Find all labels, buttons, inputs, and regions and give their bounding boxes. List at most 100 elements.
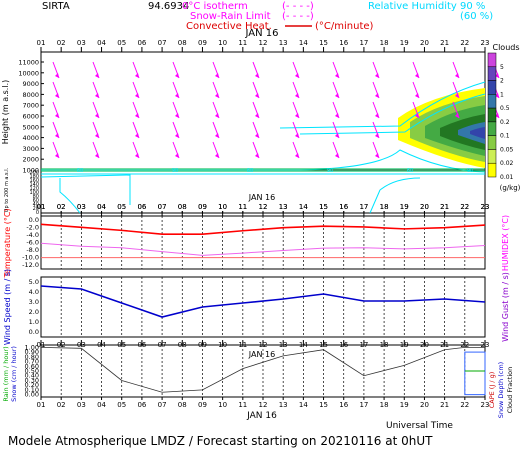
precip-ytick-5: 0.50 [25, 367, 39, 375]
wind-arrow-head-6-2 [295, 113, 299, 118]
precip-ytick-1: 0.90 [25, 348, 39, 356]
wind-arrow-head-10-0 [455, 73, 459, 78]
wind-arrow-head-10-1 [455, 93, 459, 98]
cloudfraction-ylabel: Cloud Fraction [506, 367, 514, 414]
snowrain-legend-dash: (- - - -) [282, 11, 314, 22]
clouds-bottom-hour-label-03: 03 [77, 203, 86, 211]
clouds-bottom-hour-label-11: 11 [238, 203, 247, 211]
temp-hour-label-20: 20 [420, 203, 429, 211]
snow-ylabel: Snow (cm / hour) [10, 346, 18, 402]
precip-ytick-4: 0.60 [25, 362, 39, 370]
precip-ytick-8: 0.20 [25, 381, 39, 389]
clouds-top-hour-label-11: 11 [238, 39, 247, 47]
precip-bottom-hour-label-09: 09 [198, 401, 207, 409]
wind-arrow-head-8-2 [375, 113, 379, 118]
clouds-ytick-8000: 8000 [22, 91, 39, 99]
clouds-bottom-hour-label-16: 16 [339, 203, 348, 211]
clouds-ytick-5000: 5000 [22, 123, 39, 131]
precip-bottom-hour-label-17: 17 [359, 401, 368, 409]
universal-time-label: Universal Time [386, 421, 453, 431]
wind-arrow-head-9-0 [415, 73, 419, 78]
clouds-top-hour-label-17: 17 [359, 39, 368, 47]
wind-arrow-head-4-2 [215, 113, 219, 118]
convective-legend-unit: (°C/minute) [315, 21, 374, 32]
snowrain-legend: Snow-Rain Limit [190, 11, 271, 22]
wind-arrow-head-6-0 [295, 73, 299, 78]
wind-arrow-head-7-2 [335, 113, 339, 118]
colorbar-title: Clouds [492, 43, 519, 52]
wind-arrow-head-6-3 [295, 133, 299, 138]
cape-ylabel: CAPE (J / g) [488, 372, 496, 409]
precip-bottom-hour-label-06: 06 [137, 401, 146, 409]
wind-ytick-2: 3.0 [29, 298, 39, 306]
clouds-top-hour-label-12: 12 [259, 39, 268, 47]
wind-arrow-head-4-1 [215, 93, 219, 98]
clouds-ytick-7000: 7000 [22, 102, 39, 110]
date-label-precip: JAN 16 [248, 350, 275, 359]
precip-bottom-hour-label-10: 10 [218, 401, 227, 409]
clouds-panel: 01 02 03 04 05 06 07 08 09 10 11 12 13 14 15 16 17 18 19 20… [1, 39, 521, 216]
wind-arrow-head-4-3 [215, 133, 219, 138]
precip-ytick-7: 0.30 [25, 376, 39, 384]
precip-ytick-6: 0.40 [25, 372, 39, 380]
precip-bottom-hour-label-07: 07 [158, 401, 167, 409]
temp-ytick-5: -10.0 [22, 254, 39, 262]
wind-arrow-head-2-0 [135, 73, 139, 78]
wind-arrow-head-11-0 [495, 73, 499, 78]
date-label-top: JAN 16 [245, 28, 279, 39]
rh-contour-low-b [59, 178, 81, 214]
clouds-top-hour-label-16: 16 [339, 39, 348, 47]
clouds-top-hour-label-21: 21 [440, 39, 449, 47]
precip-bottom-hour-label-02: 02 [57, 401, 66, 409]
clouds-lower-ytick-0: 0 [36, 210, 39, 216]
snowdepth-ylabel: Snow Depth (cm) [497, 362, 505, 418]
rh-contour-label-5: 90 [467, 168, 473, 174]
temp-hour-label-15: 15 [319, 203, 328, 211]
colorbar-swatch-3 [487, 121, 497, 136]
precip-bottom-hour-label-22: 22 [460, 401, 469, 409]
clouds-ytick-3000: 3000 [22, 145, 39, 153]
temp-hour-label-11: 11 [238, 203, 247, 211]
clouds-bottom-hour-label-13: 13 [279, 203, 288, 211]
colorbar-swatch-7 [487, 66, 497, 81]
clouds-top-hour-label-08: 08 [178, 39, 187, 47]
clouds-bottom-hour-label-18: 18 [380, 203, 389, 211]
clouds-top-hour-label-07: 07 [158, 39, 167, 47]
wind-arrow-head-7-1 [335, 93, 339, 98]
snow-depth-bar [464, 351, 486, 396]
wind-series-0 [40, 285, 486, 318]
clouds-ytick-11000: 11000 [18, 59, 39, 67]
temp-hour-label-23: 23 [481, 203, 490, 211]
temp-hour-label-22: 22 [460, 203, 469, 211]
clouds-top-hour-label-20: 20 [420, 39, 429, 47]
wind-arrow-head-7-3 [335, 133, 339, 138]
wind-arrow-head-1-3 [95, 133, 99, 138]
wind-arrow-head-1-0 [95, 73, 99, 78]
clouds-lower-ytick-60: 60 [33, 198, 39, 204]
header: SIRTA 94.6934 0°C isotherm (- - - -) Sno… [42, 1, 493, 39]
clouds-top-hour-label-19: 19 [400, 39, 409, 47]
clouds-top-hour-label-06: 06 [137, 39, 146, 47]
wind-arrow-head-5-1 [255, 93, 259, 98]
colorbar-swatch-0 [487, 162, 497, 178]
rain-ylabel: Rain (mm / hour) [2, 346, 10, 401]
wind-arrow-head-0-1 [55, 93, 59, 98]
colorbar-swatch-4 [487, 107, 497, 123]
clouds-ytick-4000: 4000 [22, 134, 39, 142]
colorbar-level-5: 0.5 [500, 105, 510, 112]
rh-contour-label-4: 60 [407, 168, 413, 174]
clouds-lower-ytick-200: 200 [29, 170, 39, 176]
clouds-bottom-hour-label-17: 17 [359, 203, 368, 211]
precip-bottom-hour-label-20: 20 [420, 401, 429, 409]
wind-ytick-1: 4.0 [29, 288, 39, 296]
precip-bottom-hour-label-01: 01 [37, 401, 46, 409]
precip-bottom-hour-label-16: 16 [339, 401, 348, 409]
clouds-bottom-hour-label-22: 22 [460, 203, 469, 211]
rh-contour-label-3: 90 [327, 168, 333, 174]
gust-ylabel: Wind Gust (m / s) [501, 272, 510, 342]
precip-ytick-3: 0.70 [25, 358, 39, 366]
rh-90-legend: 90 % [460, 1, 485, 12]
clouds-ylabel-lower: Up to 200 m a.s.l. [4, 167, 10, 212]
